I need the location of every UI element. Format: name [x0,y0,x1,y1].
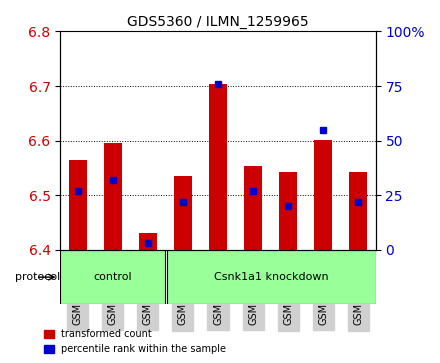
Text: protocol: protocol [15,272,60,282]
Bar [139,233,157,250]
Text: Csnk1a1 knockdown: Csnk1a1 knockdown [214,272,329,282]
Bar [244,166,262,250]
Bar [104,143,121,250]
Title: GDS5360 / ILMN_1259965: GDS5360 / ILMN_1259965 [127,15,309,29]
Bar [209,84,227,250]
Legend: transformed count, percentile rank within the sample: transformed count, percentile rank withi… [40,326,230,358]
Bar [279,172,297,250]
Bar [167,250,376,305]
Bar [174,176,192,250]
Bar [315,139,332,250]
Bar [69,160,87,250]
Bar [349,172,367,250]
Bar [60,250,165,305]
Text: control: control [94,272,132,282]
